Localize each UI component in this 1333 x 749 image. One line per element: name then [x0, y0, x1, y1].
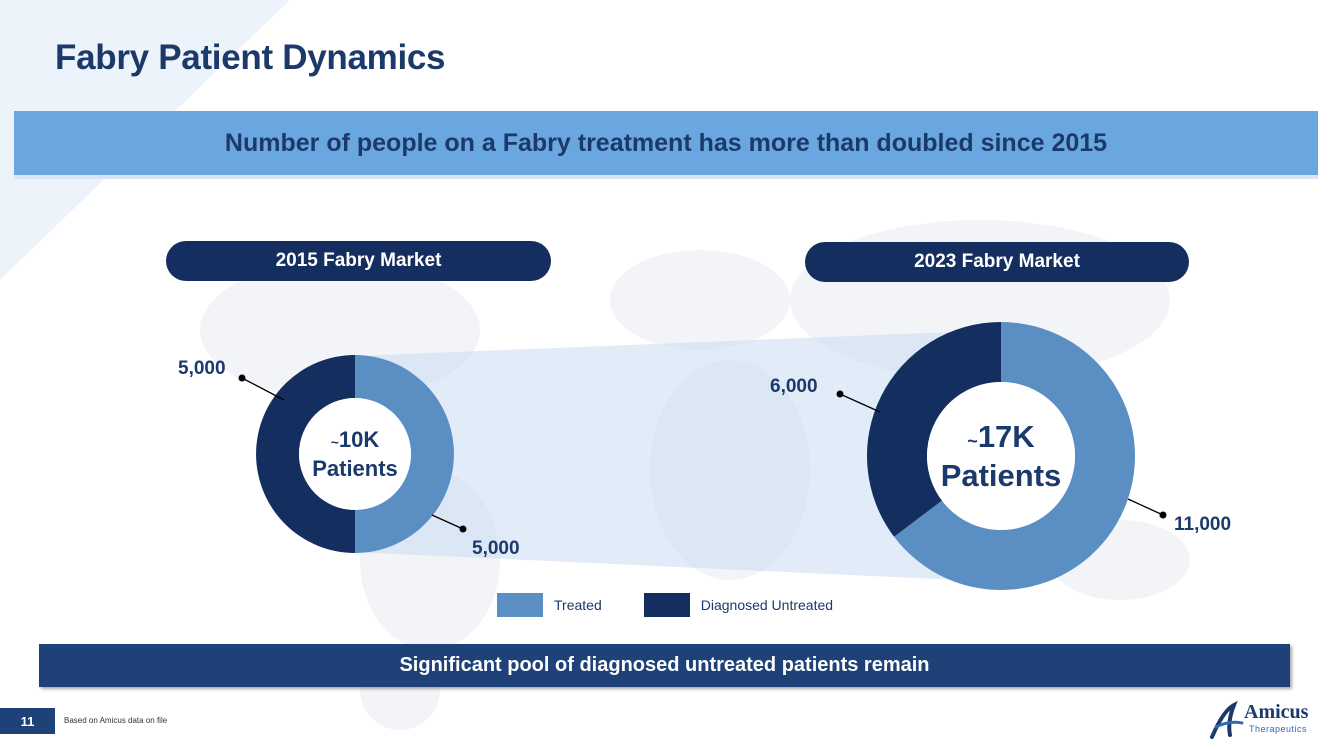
legend-swatch-treated: [497, 593, 543, 617]
legend-label-untreated: Diagnosed Untreated: [700, 597, 834, 613]
data-label-2015-untreated: 5,000: [178, 358, 226, 379]
chart-title-2023: 2023 Fabry Market: [805, 242, 1189, 282]
legend-item-treated: Treated: [497, 593, 602, 617]
chart-legend: Treated Diagnosed Untreated: [497, 593, 875, 617]
slice-2023-treated: [894, 322, 1135, 590]
bottom-banner: Significant pool of diagnosed untreated …: [39, 644, 1290, 687]
chart-title-2015: 2015 Fabry Market: [166, 241, 551, 281]
headline-banner: Number of people on a Fabry treatment ha…: [14, 111, 1318, 179]
footnote: Based on Amicus data on file: [64, 716, 168, 725]
page-number: 11: [0, 708, 55, 734]
center-label-2015: ~10K: [331, 427, 380, 452]
center-sub-2015: Patients: [312, 456, 398, 481]
slice-2015-untreated: [256, 355, 355, 553]
legend-swatch-untreated: [643, 593, 690, 617]
data-label-2023-untreated: 6,000: [770, 376, 818, 397]
amicus-logo: Amicus Therapeutics: [1208, 701, 1320, 741]
legend-item-untreated: Diagnosed Untreated: [643, 593, 834, 617]
logo-wordmark: Amicus: [1244, 701, 1309, 723]
page-title: Fabry Patient Dynamics: [55, 38, 446, 77]
slice-2015-treated: [355, 355, 454, 553]
amicus-logo-icon: [1210, 701, 1244, 739]
logo-subtitle: Therapeutics: [1249, 724, 1308, 734]
legend-label-treated: Treated: [554, 597, 602, 613]
data-label-2015-treated: 5,000: [472, 538, 520, 559]
data-label-2023-treated: 11,000: [1174, 514, 1231, 535]
donut-2023: ~17K Patients: [867, 322, 1135, 590]
slice-2023-untreated: [867, 322, 1001, 537]
center-sub-2023: Patients: [941, 458, 1062, 493]
donut-2015: ~10K Patients: [256, 355, 454, 553]
center-label-2023: ~17K: [967, 419, 1035, 454]
